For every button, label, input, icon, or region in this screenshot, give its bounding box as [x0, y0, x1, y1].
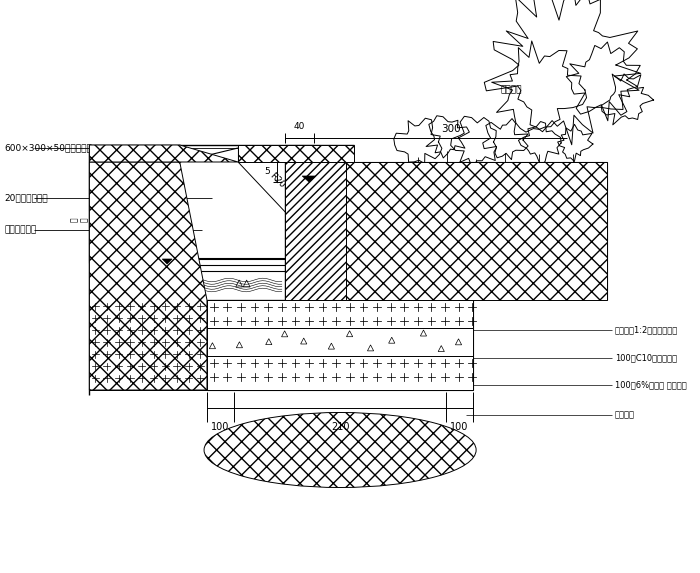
Polygon shape	[90, 145, 238, 162]
Text: 20: 20	[288, 212, 299, 221]
Polygon shape	[162, 259, 172, 264]
Text: 种植土: 种植土	[466, 245, 482, 254]
Text: 4: 4	[463, 313, 468, 322]
Bar	[285, 162, 346, 300]
Text: 10: 10	[301, 212, 313, 221]
Text: 100厉C10混凝土垒层: 100厉C10混凝土垒层	[615, 354, 677, 363]
Bar	[207, 328, 473, 356]
Text: 300: 300	[441, 124, 461, 134]
Text: R20: R20	[267, 171, 286, 190]
Polygon shape	[238, 145, 354, 162]
Text: 300: 300	[363, 222, 372, 240]
Ellipse shape	[204, 413, 476, 488]
Bar	[207, 356, 473, 390]
Ellipse shape	[204, 413, 476, 488]
Text: 4: 4	[262, 339, 267, 348]
Text: 100: 100	[211, 422, 230, 432]
Text: 素土密实: 素土密实	[615, 410, 635, 419]
Text: 5: 5	[265, 167, 270, 176]
Polygon shape	[90, 162, 207, 390]
Polygon shape	[302, 176, 316, 182]
Text: 砖砂浆戧1:2水泥沙浆抚灰: 砖砂浆戧1:2水泥沙浆抚灰	[615, 325, 678, 335]
Text: TSW: TSW	[298, 160, 321, 170]
Polygon shape	[346, 162, 608, 300]
Bar	[90, 300, 207, 390]
Text: 4: 4	[463, 341, 468, 350]
Text: 40: 40	[293, 122, 305, 131]
Text: 指定植物: 指定植物	[500, 85, 522, 95]
Text: FL: FL	[144, 245, 157, 255]
Text: 210: 210	[331, 422, 349, 432]
Text: 20厉抚面贵锅石: 20厉抚面贵锅石	[5, 194, 48, 202]
Text: 指定防水面层: 指定防水面层	[5, 226, 37, 234]
Text: 壁
化
砖: 壁 化 砖	[69, 218, 99, 222]
Text: 600×300×50厉光面度盘: 600×300×50厉光面度盘	[5, 143, 92, 152]
Text: 100: 100	[450, 422, 469, 432]
Bar	[207, 300, 473, 328]
Text: 100厉6%水泥石 海砖定层: 100厉6%水泥石 海砖定层	[615, 380, 687, 390]
